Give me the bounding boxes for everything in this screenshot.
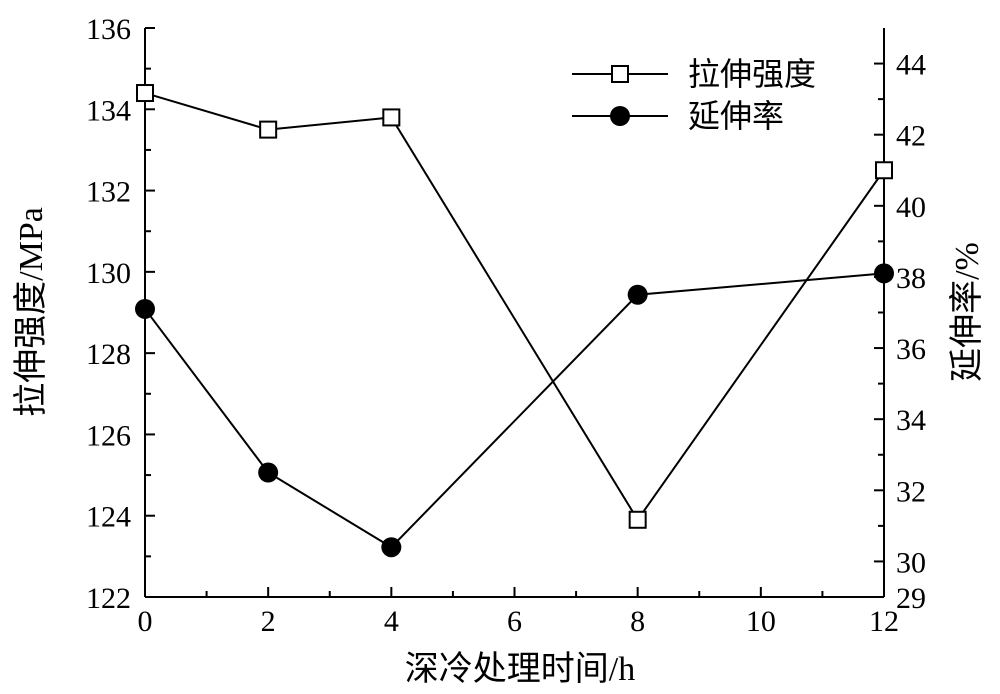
- data-point-square: [628, 510, 647, 529]
- y-left-tick-label: 132: [86, 176, 131, 209]
- y-left-tick-label: 130: [86, 257, 131, 290]
- data-point-circle: [874, 263, 894, 284]
- y-right-axis-label: 延伸率/%: [948, 242, 986, 382]
- x-tick-label: 12: [869, 605, 899, 638]
- x-tick-label: 8: [630, 605, 645, 638]
- y-left-tick-label: 124: [86, 501, 131, 534]
- x-tick-label: 6: [507, 605, 522, 638]
- x-tick-label: 2: [261, 605, 276, 638]
- y-right-tick-label: 32: [896, 475, 926, 508]
- y-left-tick-label: 122: [86, 582, 131, 615]
- data-point-circle: [135, 298, 155, 319]
- y-right-tick-label: 36: [896, 333, 926, 366]
- legend-marker-circle: [610, 106, 630, 126]
- data-point-square: [136, 84, 154, 103]
- x-tick-label: 10: [746, 605, 776, 638]
- y-right-tick-label: 38: [896, 262, 926, 295]
- y-right-tick-label: 29: [896, 582, 926, 615]
- y-right-tick-label: 30: [896, 546, 926, 579]
- y-left-tick-label: 126: [86, 419, 131, 452]
- y-right-tick-label: 34: [896, 404, 926, 437]
- data-point-square: [382, 108, 401, 127]
- y-left-tick-label: 128: [86, 338, 131, 371]
- y-left-tick-label: 134: [86, 94, 131, 127]
- y-right-tick-label: 40: [896, 191, 926, 224]
- legend-marker-square: [611, 65, 629, 83]
- x-axis-label: 深冷处理时间/h: [405, 650, 635, 688]
- legend-label-1: 拉伸强度: [688, 56, 816, 92]
- data-point-circle: [381, 537, 402, 558]
- y-left-tick-label: 136: [86, 13, 131, 46]
- x-tick-label: 0: [138, 605, 153, 638]
- data-point-square: [875, 161, 893, 180]
- y-right-tick-label: 42: [896, 120, 926, 153]
- data-point-circle: [627, 284, 648, 305]
- y-left-axis-label: 拉伸强度/MPa: [12, 207, 50, 417]
- series: [135, 84, 894, 558]
- data-point-square: [259, 120, 278, 139]
- legend-label-2: 延伸率: [688, 98, 784, 134]
- y-right-tick-label: 44: [896, 49, 926, 82]
- series-line-2: [144, 272, 885, 549]
- data-point-circle: [258, 462, 279, 483]
- x-tick-label: 4: [384, 605, 399, 638]
